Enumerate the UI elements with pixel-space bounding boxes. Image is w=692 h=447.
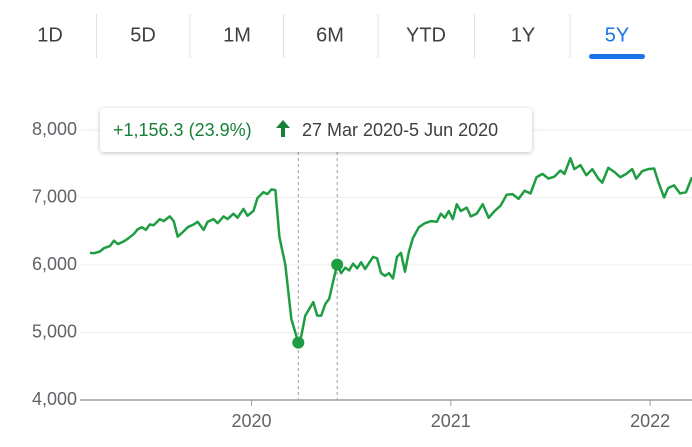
plot: 4,000 5,000 6,000 7,000 8,000 2020 2021 2022: [32, 119, 692, 431]
tab[interactable]: 1M: [223, 24, 251, 46]
tab[interactable]: YTD: [406, 24, 446, 46]
range-label: 27 Mar 2020-5 Jun 2020: [302, 120, 498, 140]
selected-indicator: [589, 54, 645, 59]
tooltip-box: [100, 108, 532, 152]
y-tick-label: 8,000: [32, 119, 77, 139]
price-line: [89, 157, 692, 344]
up-arrow: [276, 120, 290, 137]
selection-point: [331, 258, 344, 271]
y-tick-label: 7,000: [32, 186, 77, 206]
tab[interactable]: 5Y: [605, 24, 629, 46]
selection-point: [292, 336, 305, 349]
y-tick-label: 4,000: [32, 389, 77, 409]
tab[interactable]: 6M: [316, 24, 344, 46]
x-tick-label: 2020: [231, 411, 271, 431]
tooltip: +1,156.3 (23.9%) 27 Mar 2020-5 Jun 2020: [100, 108, 532, 152]
x-tick-label: 2022: [630, 411, 670, 431]
change-label: +1,156.3 (23.9%): [113, 120, 252, 140]
y-tick-label: 6,000: [32, 254, 77, 274]
tab[interactable]: 1Y: [511, 24, 535, 46]
tab[interactable]: 1D: [37, 24, 63, 46]
y-tick-label: 5,000: [32, 321, 77, 341]
x-tick-label: 2021: [431, 411, 471, 431]
tab-bar: 1D 5D 1M 6M YTD 1Y 5Y: [37, 14, 645, 59]
tab[interactable]: 5D: [130, 24, 156, 46]
